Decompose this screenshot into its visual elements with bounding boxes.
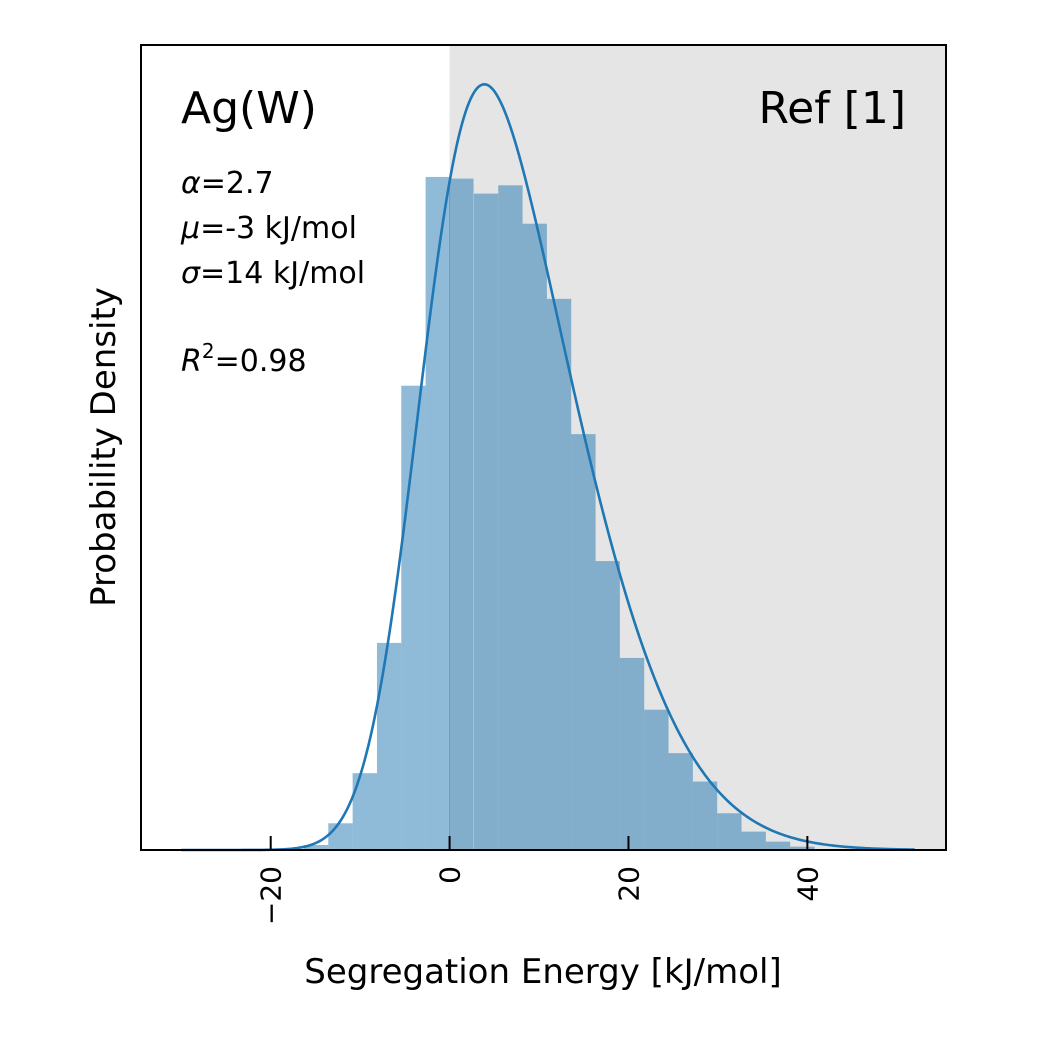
x-tick-label: 0 [434,866,467,884]
x-tick-label: 20 [612,866,645,902]
r2-superscript: 2 [202,339,215,363]
histogram-bar [498,185,523,850]
histogram-bar [328,823,353,850]
histogram-bar [619,657,645,850]
fit-curve [181,82,915,852]
histogram-bar [692,781,718,850]
histogram-bar [790,846,815,850]
histogram-bar [522,223,547,851]
plot-frame [140,44,947,851]
mu-annotation: μ=-3 kJ/mol [180,211,357,246]
alpha-symbol: α [181,166,201,201]
mu-symbol: μ [180,211,200,246]
r2-annotation: R2=0.98 [181,339,307,379]
histogram-bar [571,434,596,850]
r2-symbol: R [181,344,202,379]
histogram-bar [473,193,499,850]
plot-area [181,45,946,852]
sigma-value: =14 kJ/mol [200,256,365,291]
x-tick-label: −20 [255,866,288,925]
y-axis-label: Probability Density [84,287,124,607]
histogram-bar [765,841,791,850]
sigma-symbol: σ [181,256,201,291]
sigma-annotation: σ=14 kJ/mol [181,256,365,291]
x-axis-ticks: −20 0 20 40 [255,836,824,925]
histogram-bar [425,176,450,851]
histogram-bar [644,709,669,850]
histogram-bar [449,178,474,850]
histogram-bar [595,561,620,850]
x-axis-label: Segregation Energy [kJ/mol] [304,952,782,992]
alpha-value: =2.7 [201,166,274,201]
histogram-bar [741,831,766,850]
histogram-bar [717,813,742,850]
histogram-bar [546,298,572,851]
histogram-bar [668,753,693,850]
r2-value: =0.98 [215,344,307,379]
system-label: Ag(W) [181,83,317,134]
mu-value: =-3 kJ/mol [200,211,357,246]
alpha-annotation: α=2.7 [181,166,274,201]
histogram-bar [401,385,426,850]
reference-label: Ref [1] [759,83,906,134]
x-tick-label: 40 [791,866,824,902]
histogram-bar [376,642,402,850]
histogram-bar [303,844,329,850]
